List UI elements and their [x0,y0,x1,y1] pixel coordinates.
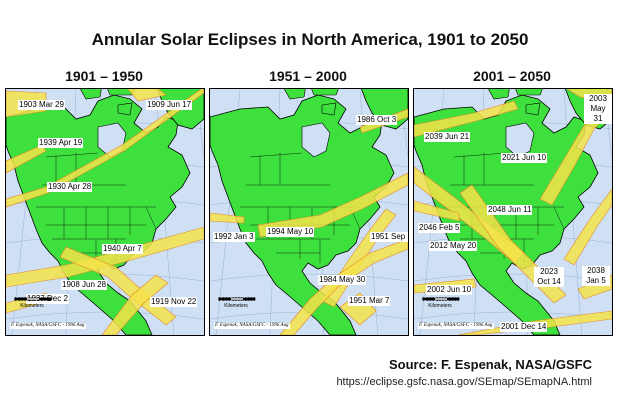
eclipse-label-1951-sep-1: 1951 Sep 1 [370,232,408,242]
eclipse-label-2021-jun-10: 2021 Jun 10 [501,153,548,163]
map-scale-bar: 0 500 1000 1500 Kilometers [218,297,256,309]
eclipse-label-1940-apr-7: 1940 Apr 7 [102,244,143,254]
scale-unit: Kilometers [224,303,248,309]
eclipse-label-2039-jun-21: 2039 Jun 21 [424,132,471,142]
eclipse-path-2021-jun-10 [539,96,612,206]
eclipse-label-1992-jan-3: 1992 Jan 3 [213,232,255,242]
period-heading-2001-2050: 2001 – 2050 [473,68,551,84]
map-credit: F. Espenak, NASA/GSFC - 1996 Aug [10,323,86,329]
map-panel-1901-1950: 1903 Mar 29 1909 Jun 17 1939 Apr 19 1930… [5,88,205,336]
eclipse-label-1939-apr-19: 1939 Apr 19 [38,138,84,148]
source-url: https://eclipse.gsfc.nasa.gov/SEmap/SEma… [336,376,592,388]
scale-unit: Kilometers [428,303,452,309]
eclipse-path-1909-jun-17 [127,89,167,102]
eclipse-label-2001-dec-14: 2001 Dec 14 [500,322,548,332]
eclipse-path-1984-may-30 [279,238,408,335]
eclipse-path-2039-jun-21 [414,100,519,138]
map-scale-bar: 0 500 1000 1500 Kilometers [422,297,460,309]
eclipse-label-1919-nov-22: 1919 Nov 22 [150,297,198,307]
eclipse-label-2048-jun-11: 2048 Jun 11 [487,205,533,215]
map-credit: F. Espenak, NASA/GSFC - 1996 Aug [418,323,494,329]
eclipse-path-2048-jun-11 [563,188,612,266]
eclipse-label-1908-jun-28: 1908 Jun 28 [61,280,108,290]
eclipse-path-1930-apr-28 [6,89,204,208]
eclipse-path-2012-may-20 [414,200,461,222]
map-panel-2001-2050: 2003 May 31 2039 Jun 21 2021 Jun 10 2048… [413,88,613,336]
eclipse-label-1930-apr-28: 1930 Apr 28 [47,182,93,192]
eclipse-label-1903-mar-29: 1903 Mar 29 [18,100,65,110]
map-panel-1951-2000: 1986 Oct 3 1992 Jan 3 1994 May 10 1951 S… [209,88,409,336]
eclipse-label-1984-may-30: 1984 May 30 [318,275,367,285]
eclipse-label-2046-feb-5: 2046 Feb 5 [418,223,461,233]
eclipse-path-1919-nov-22 [101,274,169,335]
eclipse-label-1909-jun-17: 1909 Jun 17 [146,100,193,110]
eclipse-label-2003-may-31: 2003 May 31 [584,94,612,124]
eclipse-label-2012-may-20: 2012 May 20 [429,241,478,251]
eclipse-label-1986-oct-3: 1986 Oct 3 [356,115,398,125]
eclipse-label-1994-may-10: 1994 May 10 [266,227,315,237]
page-title: Annular Solar Eclipses in North America,… [91,30,529,49]
eclipse-label-2038-jan-5: 2038 Jan 5 [582,266,610,286]
land-masses [210,89,408,335]
period-heading-1951-2000: 1951 – 2000 [269,68,347,84]
eclipse-label-1951-mar-7: 1951 Mar 7 [348,296,391,306]
eclipse-label-2023-oct-14: 2023 Oct 14 [534,267,564,287]
eclipse-path-1940-apr-7 [6,226,204,288]
source-credit: Source: F. Espenak, NASA/GSFC [389,357,592,372]
eclipse-path-1908-jun-28 [59,246,177,326]
scale-unit: Kilometers [20,303,44,309]
map-scale-bar: 0 500 1000 1500 Kilometers [14,297,52,309]
eclipse-path-1939-apr-19 [6,144,47,174]
eclipse-path-1992-jan-3 [210,212,245,224]
period-heading-1901-1950: 1901 – 1950 [65,68,143,84]
eclipse-label-2002-jun-10: 2002 Jun 10 [426,285,473,295]
north-america-map [210,89,408,335]
map-credit: F. Espenak, NASA/GSFC - 1996 Aug [214,323,290,329]
